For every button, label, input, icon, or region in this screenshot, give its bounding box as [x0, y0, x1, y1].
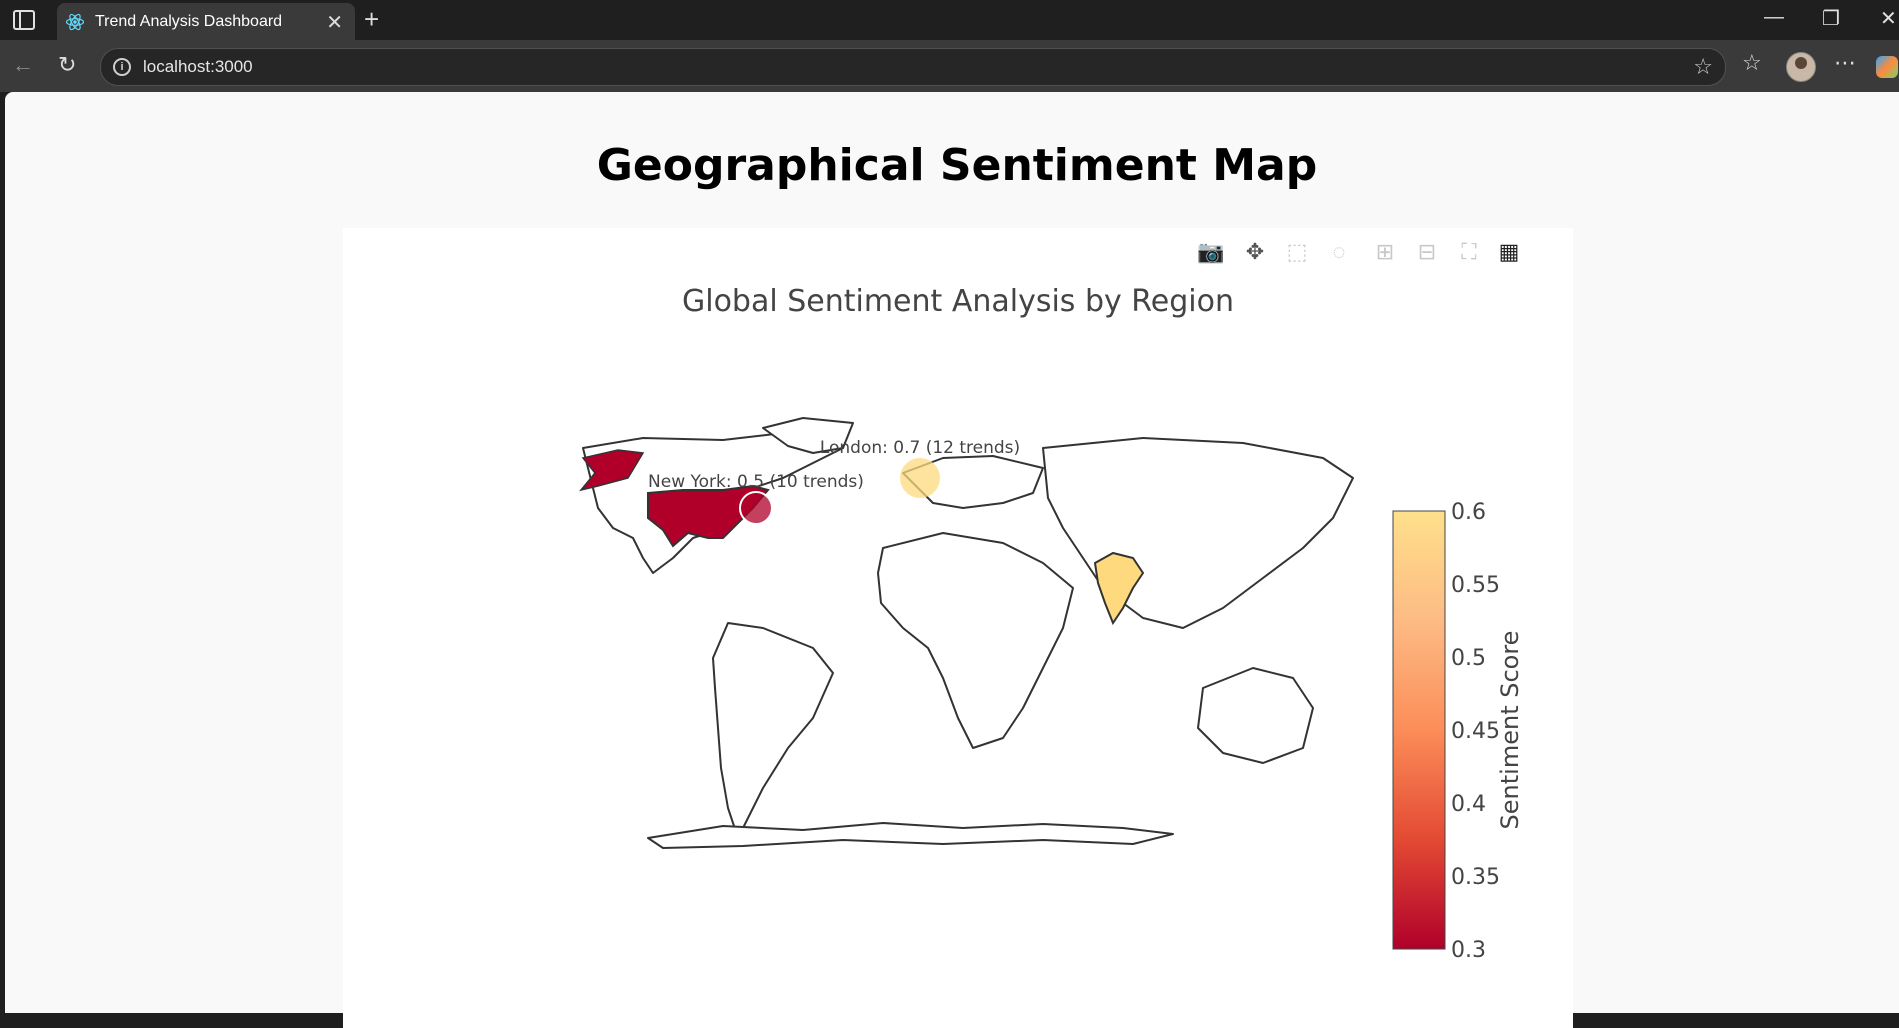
colorbar-ticks: 0.6 0.55 0.5 0.45 0.4 0.35 0.3	[1451, 500, 1500, 963]
colorbar-tick-label: 0.6	[1451, 500, 1486, 525]
colorbar-tick-label: 0.5	[1451, 646, 1486, 671]
camera-icon[interactable]: 📷	[1197, 239, 1225, 264]
lasso-select-icon[interactable]: ◌	[1332, 239, 1346, 264]
plotly-logo-icon[interactable]: ▦	[1498, 239, 1520, 264]
page-title: Geographical Sentiment Map	[596, 140, 1318, 191]
sidebar-toggle-icon[interactable]	[13, 10, 35, 30]
antarctica-landmass	[647, 822, 1174, 849]
colorbar	[1392, 510, 1446, 950]
favorites-icon[interactable]: ☆	[1742, 50, 1762, 75]
africa-landmass	[877, 532, 1074, 749]
australia-landmass	[1197, 667, 1314, 764]
colorbar-tick-label: 0.3	[1451, 938, 1486, 963]
restore-icon[interactable]: ❐	[1822, 8, 1840, 30]
region-alaska	[579, 449, 645, 492]
url-text: localhost:3000	[143, 57, 253, 76]
more-options-icon[interactable]: ⋯	[1834, 50, 1856, 75]
profile-avatar[interactable]	[1786, 52, 1816, 82]
colorbar-tick-label: 0.45	[1451, 719, 1500, 744]
colorbar-tick-label: 0.55	[1451, 573, 1500, 598]
marker-new-york	[739, 491, 773, 525]
colorbar-title: Sentiment Score	[1496, 631, 1524, 830]
reload-icon[interactable]: ↻	[58, 52, 77, 77]
close-tab-icon[interactable]: ✕	[326, 12, 343, 34]
pan-icon[interactable]: ✥	[1245, 239, 1265, 264]
react-icon	[65, 13, 85, 31]
marker-label-new-york: New York: 0.5 (10 trends)	[648, 472, 864, 492]
box-select-icon[interactable]: ⬚	[1286, 239, 1308, 264]
close-window-icon[interactable]: ✕	[1880, 8, 1897, 30]
active-tab[interactable]: Trend Analysis Dashboard ✕	[57, 3, 355, 40]
asia-landmass	[1042, 437, 1354, 629]
minimize-icon[interactable]: —	[1764, 6, 1784, 28]
chart-title: Global Sentiment Analysis by Region	[681, 284, 1234, 319]
new-tab-icon[interactable]: +	[364, 4, 380, 34]
zoom-out-icon[interactable]: ⊟	[1417, 239, 1437, 264]
browser-toolbar: ← ↻ i localhost:3000 ☆ ☆ ⋯	[0, 40, 1899, 92]
zoom-in-icon[interactable]: ⊞	[1375, 239, 1395, 264]
colorbar-tick-label: 0.35	[1451, 865, 1500, 890]
marker-label-london: London: 0.7 (12 trends)	[820, 438, 1020, 458]
south-america-landmass	[712, 622, 834, 839]
marker-london	[900, 458, 940, 498]
address-bar[interactable]: i localhost:3000 ☆	[100, 48, 1726, 86]
reset-view-icon[interactable]: ⛶	[1461, 239, 1477, 264]
tab-bar: Trend Analysis Dashboard ✕ + — ❐ ✕	[0, 0, 1899, 40]
page-content: Geographical Sentiment Map 📷 ✥ ⬚ ◌ ⊞ ⊟ ⛶…	[5, 92, 1899, 1028]
greenland-landmass	[762, 417, 854, 454]
back-icon[interactable]: ←	[12, 52, 34, 77]
map-svg[interactable]: New York: 0.5 (10 trends) London: 0.7 (1…	[343, 228, 1573, 1028]
map-chart: 📷 ✥ ⬚ ◌ ⊞ ⊟ ⛶ ▦ Global Sentiment Analysi…	[343, 228, 1573, 1028]
tab-title: Trend Analysis Dashboard	[95, 13, 283, 30]
colorbar-tick-label: 0.4	[1451, 792, 1486, 817]
site-info-icon[interactable]: i	[113, 58, 131, 76]
region-united-states	[647, 484, 770, 548]
favorite-star-icon[interactable]: ☆	[1693, 54, 1713, 79]
copilot-icon[interactable]	[1876, 56, 1898, 78]
region-india	[1093, 551, 1145, 626]
